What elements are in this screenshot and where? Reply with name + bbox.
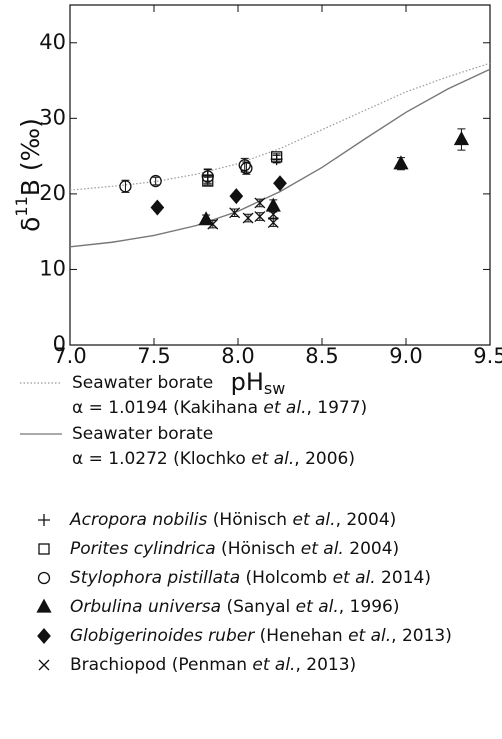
legend-label-part: (Hönisch xyxy=(216,539,301,559)
marker xyxy=(229,207,241,219)
legend-note-part: et al. xyxy=(251,449,294,469)
legend-note-part: , 2006) xyxy=(294,449,355,469)
legend-label-part: Brachiopod (Penman xyxy=(70,655,252,675)
y-axis-label: δ11B (‰) xyxy=(12,118,46,232)
marker xyxy=(254,197,266,209)
error-bar xyxy=(203,169,212,184)
legend-note-part: et al. xyxy=(263,398,306,418)
legend-marker xyxy=(37,628,51,644)
legend-label-part: et al. xyxy=(333,568,376,588)
legend-label-part: Porites cylindrica xyxy=(70,539,216,559)
x-tick-label: 9.5 xyxy=(473,344,502,368)
legend-label-part: et al. xyxy=(348,626,391,646)
legend-label-part: Stylophora pistillata xyxy=(70,568,240,588)
legend-label: Porites cylindrica (Hönisch et al. 2004) xyxy=(70,539,399,559)
plot-frame xyxy=(69,4,491,346)
x-axis-label: pHsw xyxy=(231,368,286,398)
legend-label: Seawater borate xyxy=(72,424,213,444)
legend-marker xyxy=(38,659,50,671)
marker xyxy=(119,180,132,193)
y-tick-label: 0 xyxy=(53,332,66,356)
legend-label-part: et al. xyxy=(292,510,335,530)
legend-label-part: 2014) xyxy=(376,568,431,588)
legend-label: Seawater borate xyxy=(72,373,213,393)
legend-label-part: (Hönisch xyxy=(207,510,292,530)
legend-label: Acropora nobilis (Hönisch et al., 2004) xyxy=(69,510,396,530)
y-axis-label-part: δ xyxy=(16,217,45,232)
curve xyxy=(69,68,491,248)
curve xyxy=(69,62,491,191)
error-bar xyxy=(272,153,281,161)
y-tick-label: 40 xyxy=(39,30,66,54)
marker xyxy=(242,212,254,224)
legend-note: α = 1.0194 (Kakihana et al., 1977) xyxy=(72,398,367,418)
marker xyxy=(198,211,214,226)
marker xyxy=(240,162,253,175)
legend-label-part: , 1996) xyxy=(339,597,400,617)
legend-label-part: , 2013) xyxy=(391,626,452,646)
legend-label-part: et al. xyxy=(296,597,339,617)
x-tick-label: 7.0 xyxy=(53,344,86,368)
y-axis-label-part: 11 xyxy=(12,196,31,216)
x-tick-label: 9.0 xyxy=(389,344,422,368)
legend-marker xyxy=(37,571,51,585)
legend-label-part: 2004) xyxy=(344,539,399,559)
legend-label-part: et al. xyxy=(301,539,344,559)
marker xyxy=(267,217,279,229)
legend-label: Stylophora pistillata (Holcomb et al. 20… xyxy=(70,568,431,588)
y-axis-label-part: B (‰) xyxy=(16,118,45,196)
marker xyxy=(201,170,214,183)
marker xyxy=(273,175,287,192)
legend-note-part: , 1977) xyxy=(306,398,367,418)
marker xyxy=(207,218,219,230)
y-tick-label: 30 xyxy=(39,105,66,129)
legend-label: Brachiopod (Penman et al., 2013) xyxy=(70,655,356,675)
y-tick-label: 10 xyxy=(39,256,66,280)
marker xyxy=(254,211,266,223)
legend-label-part: (Sanyal xyxy=(221,597,296,617)
marker xyxy=(393,155,409,170)
error-bar xyxy=(151,176,160,186)
legend-label-part: Acropora nobilis xyxy=(69,510,208,530)
x-tick-label: 7.5 xyxy=(137,344,170,368)
marker xyxy=(270,151,283,163)
legend-label-part: Globigerinoides ruber xyxy=(70,626,255,646)
legend-label-part: et al. xyxy=(252,655,295,675)
legend-label-part: , 2013) xyxy=(295,655,356,675)
legend-label: Orbulina universa (Sanyal et al., 1996) xyxy=(70,597,399,617)
legend-label-part: (Henehan xyxy=(254,626,348,646)
legend-marker xyxy=(38,514,50,526)
legend-marker xyxy=(36,598,52,613)
legend-note: α = 1.0272 (Klochko et al., 2006) xyxy=(72,449,355,469)
marker xyxy=(229,188,244,205)
marker xyxy=(453,131,470,146)
legend-label-part: (Holcomb xyxy=(240,568,332,588)
x-axis-label-part: sw xyxy=(264,379,285,398)
legend-label-part: Orbulina universa xyxy=(70,597,221,617)
marker xyxy=(150,199,165,216)
x-tick-label: 8.0 xyxy=(221,344,254,368)
legend-marker xyxy=(38,543,50,555)
legend-note-part: α = 1.0272 (Klochko xyxy=(72,449,251,469)
legend-label: Globigerinoides ruber (Henehan et al., 2… xyxy=(70,626,452,646)
x-axis-label-part: pH xyxy=(231,368,264,396)
marker xyxy=(267,208,279,220)
legend-label-part: , 2004) xyxy=(336,510,397,530)
marker xyxy=(149,174,162,188)
x-tick-label: 8.5 xyxy=(305,344,338,368)
legend-note-part: α = 1.0194 (Kakihana xyxy=(72,398,263,418)
y-tick-label: 20 xyxy=(39,181,66,205)
